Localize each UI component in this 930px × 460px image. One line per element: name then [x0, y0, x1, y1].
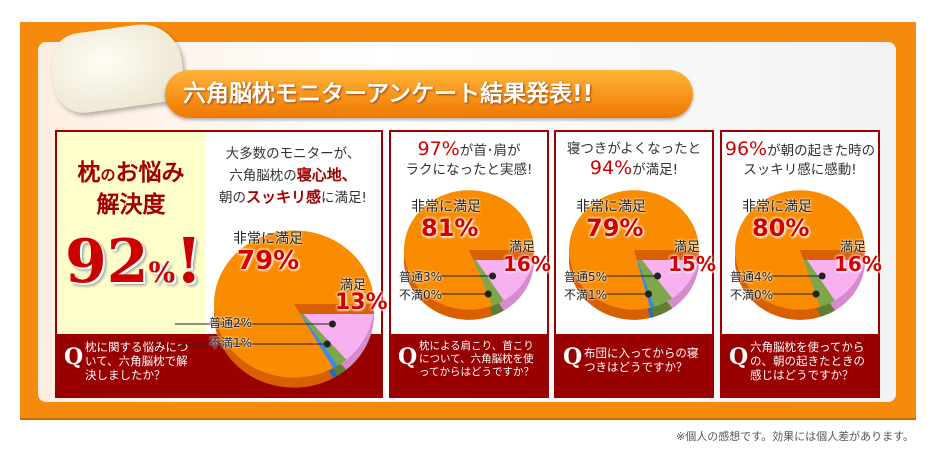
- leader-dot: [328, 320, 336, 328]
- pie-slice-普通: [469, 250, 504, 306]
- value-satisfied: 15%: [668, 252, 716, 276]
- chart-heading: 96%が朝の起きた時の スッキリ感に感動!: [724, 138, 876, 179]
- question-text: 六角脳枕を使ってからの、朝の起きたときの感じはどうですか？: [750, 340, 865, 382]
- label-dissatisfied: 不満0%: [399, 288, 443, 302]
- label-normal: 普通2%: [209, 316, 253, 330]
- label-satisfied: 満足: [840, 240, 867, 255]
- chart-heading: 大多数のモニターが、 六角脳枕の寝心地、 朝のスッキリ感に満足!: [219, 146, 367, 206]
- disclaimer: ※個人の感想です。効果には個人差があります。: [675, 430, 914, 443]
- q-mark: Q: [563, 344, 583, 370]
- hero-value: 92%!: [65, 224, 202, 297]
- pie-chart: [569, 190, 699, 320]
- pie-chart: [735, 190, 865, 320]
- value-very-satisfied: 80%: [752, 214, 810, 242]
- hero-text: 解決度: [96, 192, 166, 218]
- survey-panel-1: 枕のお悩み 解決度 92%! 大多数のモニターが、 六角脳枕の寝心地、 朝のスッキリ…: [55, 130, 388, 398]
- label-normal: 普通3%: [399, 270, 443, 284]
- hero-unit: %: [148, 256, 176, 289]
- pie-slice-満足: [469, 250, 534, 301]
- pie-slice-非常に満足: [214, 230, 374, 378]
- label-very-satisfied: 非常に満足: [742, 199, 812, 215]
- q-mark: Q: [729, 344, 749, 370]
- pie-slice-普通: [800, 250, 835, 307]
- leader-dot: [489, 272, 497, 280]
- hero-box: [57, 132, 205, 336]
- pie-slice-満足: [294, 304, 374, 360]
- label-satisfied: 満足: [340, 278, 367, 293]
- question-band: Q 枕による肩こり、首こりについて、六角脳枕を使ってからはどうですか？: [391, 334, 547, 396]
- pie-chart: [175, 230, 374, 388]
- value-satisfied: 13%: [335, 290, 388, 315]
- label-satisfied: 満足: [509, 240, 536, 255]
- question-text: 枕に関する悩みについて、六角脳枕で解決しましたか？: [85, 340, 189, 382]
- pie-slice-満足: [634, 250, 699, 299]
- pie-slice-非常に満足: [735, 190, 865, 310]
- value-very-satisfied: 81%: [421, 214, 479, 242]
- hero-text: お悩み: [115, 160, 185, 186]
- survey-panel-3: 寝つきがよくなったと 94%が満足! Q 布団に入ってからの寝つきはどうですか？ 非…: [554, 130, 716, 398]
- label-dissatisfied: 不満0%: [730, 288, 774, 302]
- chart-heading: 97%が首･肩が ラクになったと実感!: [405, 138, 533, 179]
- hero-number: 92: [65, 227, 149, 297]
- value-satisfied: 16%: [503, 252, 551, 276]
- pie-slice-普通: [634, 250, 673, 307]
- pie-slice-非常に満足: [569, 190, 699, 310]
- survey-panel-2: 97%が首･肩が ラクになったと実感! Q 枕による肩こり、首こりについて、六角脳枕…: [389, 130, 551, 398]
- question-text: 布団に入ってからの寝つきはどうですか？: [584, 346, 699, 374]
- question-band: Q 布団に入ってからの寝つきはどうですか？: [556, 334, 712, 396]
- value-very-satisfied: 79%: [586, 214, 644, 242]
- pie-slice-満足: [800, 250, 865, 301]
- label-very-satisfied: 非常に満足: [576, 199, 646, 215]
- leader-dot: [818, 272, 826, 280]
- leader-dot: [645, 290, 653, 298]
- label-dissatisfied: 不満1%: [209, 336, 253, 350]
- question-band: Q 六角脳枕を使ってからの、朝の起きたときの感じはどうですか？: [722, 334, 878, 396]
- hero-text: 枕: [77, 160, 101, 186]
- value-satisfied: 16%: [834, 252, 882, 276]
- q-mark: Q: [64, 344, 84, 370]
- leader-dot: [484, 290, 492, 298]
- question-text: 枕による肩こり、首こりについて、六角脳枕を使ってからはどうですか？: [419, 340, 534, 378]
- label-normal: 普通5%: [564, 270, 608, 284]
- leader-dot: [812, 290, 820, 298]
- hero-bang: !: [175, 224, 203, 297]
- label-dissatisfied: 不満1%: [564, 288, 608, 302]
- label-very-satisfied: 非常に満足: [411, 199, 481, 215]
- label-normal: 普通4%: [730, 270, 774, 284]
- q-mark: Q: [398, 344, 418, 370]
- pie-chart: [404, 190, 534, 320]
- chart-heading: 寝つきがよくなったと 94%が満足!: [566, 141, 702, 179]
- pie-slice-不満: [294, 304, 338, 369]
- survey-panel-4: 96%が朝の起きた時の スッキリ感に感動! Q 六角脳枕を使ってからの、朝の起きたと…: [720, 130, 882, 398]
- leader-dot: [654, 272, 662, 280]
- hero-text: の: [100, 166, 116, 184]
- page-title: 六角脳枕モニターアンケート結果発表!!: [165, 70, 693, 118]
- pie-slice-普通: [294, 304, 347, 366]
- label-very-satisfied: 非常に満足: [233, 231, 303, 247]
- leader-dot: [323, 340, 331, 348]
- hero-heading: 枕のお悩み 解決度: [57, 158, 205, 220]
- value-very-satisfied: 79%: [237, 246, 300, 276]
- pie-slice-非常に満足: [404, 190, 534, 310]
- label-satisfied: 満足: [674, 240, 701, 255]
